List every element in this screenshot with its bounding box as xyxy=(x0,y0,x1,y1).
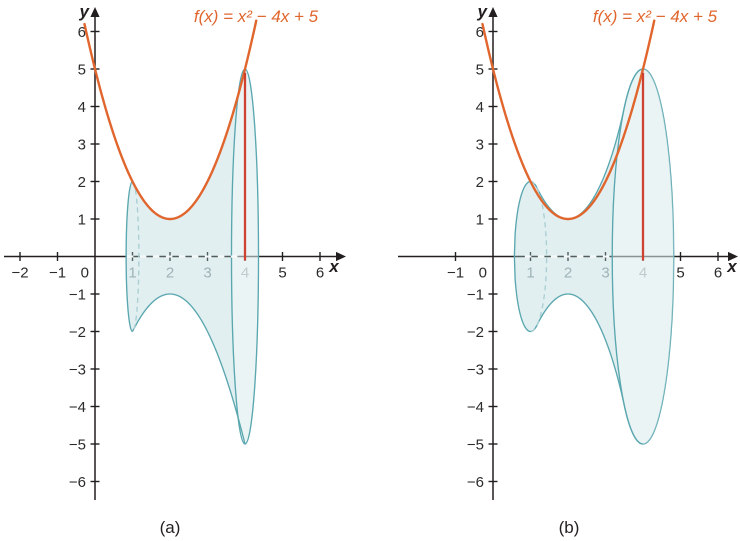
caption-b: (b) xyxy=(559,518,580,537)
y-axis-label-b: y xyxy=(477,2,489,21)
x-tick-label: 6 xyxy=(714,265,722,282)
y-tick-label: 4 xyxy=(476,99,484,116)
y-tick-label: 1 xyxy=(476,212,484,229)
panel-b-plot: −1 1 2 3 4 5 6 0 −6 −5 −4 −3 −2 −1 1 2 3 4 5 6 xyxy=(398,7,738,500)
origin-label: 0 xyxy=(81,265,89,282)
x-tick-label: 1 xyxy=(128,265,136,282)
y-tick-label: −2 xyxy=(467,324,484,341)
y-tick-label: −5 xyxy=(467,437,484,454)
y-tick-label: 6 xyxy=(476,24,484,41)
x-tick-label: 2 xyxy=(564,265,572,282)
function-label-b: f(x) = x² − 4x + 5 xyxy=(593,7,718,26)
caption-a: (a) xyxy=(160,518,181,537)
y-axis-label-a: y xyxy=(79,2,91,21)
y-tick-label: −4 xyxy=(69,399,86,416)
x-tick-label: 5 xyxy=(278,265,286,282)
end-disk-front-edge xyxy=(611,68,644,445)
y-tick-label: 5 xyxy=(78,62,86,79)
x-tick-label: 4 xyxy=(639,265,647,282)
x-axis-label-a: x xyxy=(328,257,340,276)
left-cap-back-edge-dashed xyxy=(530,180,548,333)
x-tick-label: 2 xyxy=(166,265,174,282)
mirrored-curve-outline xyxy=(131,293,246,445)
x-tick-label: −2 xyxy=(11,265,28,282)
x-axis-label-b: x xyxy=(726,257,738,276)
left-cap-back-edge-dashed xyxy=(132,180,140,333)
y-tick-label: 3 xyxy=(476,137,484,154)
origin-label: 0 xyxy=(479,265,487,282)
y-axis-arrow-icon xyxy=(488,7,498,17)
y-tick-label: 1 xyxy=(78,212,86,229)
y-tick-label: −5 xyxy=(69,437,86,454)
x-tick-label: 1 xyxy=(526,265,534,282)
y-tick-label: 2 xyxy=(476,174,484,191)
y-tick-label: −1 xyxy=(69,287,86,304)
y-tick-label: −2 xyxy=(69,324,86,341)
y-tick-label: 6 xyxy=(78,24,86,41)
y-tick-label: −1 xyxy=(467,287,484,304)
x-tick-label: 4 xyxy=(241,265,249,282)
x-tick-label: 3 xyxy=(601,265,609,282)
x-tick-label: 5 xyxy=(676,265,684,282)
y-tick-label: −3 xyxy=(467,362,484,379)
y-tick-label: 2 xyxy=(78,174,86,191)
x-tick-label: −1 xyxy=(49,265,66,282)
left-cap-front-edge xyxy=(125,180,133,333)
x-tick-label: 6 xyxy=(316,265,324,282)
parabola-curve xyxy=(481,19,656,221)
y-tick-label: −6 xyxy=(69,474,86,491)
parabola-curve xyxy=(83,19,258,221)
x-axis-arrow-icon xyxy=(728,251,738,262)
x-tick-label: −1 xyxy=(447,265,464,282)
function-label-a: f(x) = x² − 4x + 5 xyxy=(194,7,319,26)
y-tick-label: 4 xyxy=(78,99,86,116)
y-tick-label: −6 xyxy=(467,474,484,491)
y-tick-label: 3 xyxy=(78,137,86,154)
x-axis-arrow-icon xyxy=(336,251,346,262)
panel-a-plot: −2 −1 1 2 3 4 5 6 0 −6 −5 −4 −3 −2 −1 1 2 3 4 5 6 xyxy=(4,7,346,500)
y-tick-label: 5 xyxy=(476,62,484,79)
y-axis-arrow-icon xyxy=(90,7,100,17)
x-tick-label: 3 xyxy=(203,265,211,282)
y-tick-label: −3 xyxy=(69,362,86,379)
y-tick-label: −4 xyxy=(467,399,484,416)
